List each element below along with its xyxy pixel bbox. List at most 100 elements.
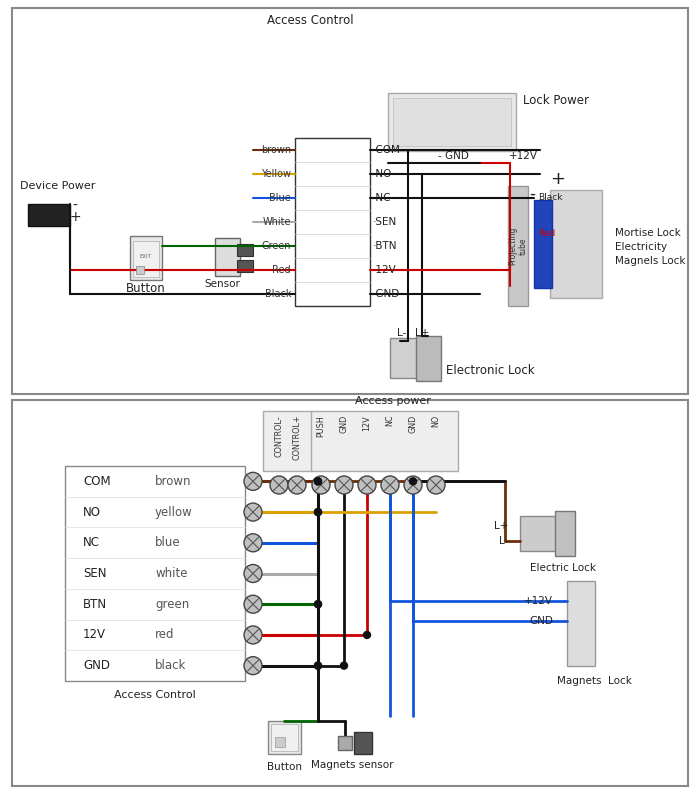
Text: GND: GND — [409, 415, 417, 433]
Bar — [295, 138, 370, 306]
Text: ·SEN: ·SEN — [373, 217, 398, 227]
Text: -: - — [73, 199, 78, 213]
Circle shape — [244, 595, 262, 613]
Bar — [555, 511, 575, 556]
Text: PUSH: PUSH — [316, 415, 326, 437]
Text: Black: Black — [265, 289, 291, 299]
Text: Mortise Lock: Mortise Lock — [615, 228, 680, 238]
Text: yellow: yellow — [155, 505, 192, 518]
Bar — [508, 186, 528, 306]
Circle shape — [314, 601, 321, 607]
Text: Red: Red — [272, 265, 291, 275]
Text: +12V: +12V — [508, 151, 538, 161]
Bar — [133, 241, 159, 277]
Circle shape — [314, 662, 321, 669]
Text: black: black — [155, 659, 186, 672]
Circle shape — [340, 662, 347, 669]
Text: red: red — [155, 628, 174, 642]
Circle shape — [381, 476, 399, 494]
Bar — [567, 581, 595, 666]
Text: ·GND: ·GND — [373, 289, 400, 299]
Circle shape — [404, 476, 422, 494]
Text: EXIT: EXIT — [140, 253, 152, 259]
Text: L+: L+ — [494, 521, 508, 531]
Text: Green: Green — [262, 241, 291, 251]
Text: green: green — [155, 598, 189, 611]
Text: L-: L- — [498, 536, 508, 546]
Bar — [130, 236, 162, 280]
Bar — [275, 737, 285, 747]
Bar — [65, 466, 245, 681]
Bar — [12, 400, 688, 786]
Text: Magnets sensor: Magnets sensor — [311, 760, 393, 770]
Text: COM: COM — [83, 475, 111, 488]
Text: Electricity: Electricity — [615, 242, 667, 252]
Circle shape — [314, 509, 321, 516]
Text: Blue: Blue — [270, 193, 291, 203]
Text: Yellow: Yellow — [261, 169, 291, 179]
Bar — [520, 516, 558, 551]
Bar — [237, 260, 253, 272]
Circle shape — [314, 478, 321, 485]
Text: blue: blue — [155, 537, 181, 549]
Circle shape — [244, 534, 262, 552]
Text: Access Control: Access Control — [114, 690, 196, 700]
Circle shape — [312, 476, 330, 494]
Text: ·12V: ·12V — [373, 265, 397, 275]
Bar — [237, 244, 253, 256]
Bar — [263, 411, 458, 471]
Text: -: - — [529, 185, 535, 203]
Bar — [268, 721, 301, 754]
Text: BTN: BTN — [83, 598, 107, 611]
Text: +: + — [550, 170, 566, 188]
Circle shape — [314, 478, 321, 485]
Circle shape — [314, 509, 321, 516]
Text: Black: Black — [538, 193, 563, 202]
Text: GND: GND — [340, 415, 349, 433]
Circle shape — [427, 476, 445, 494]
Circle shape — [270, 476, 288, 494]
Text: Device Power: Device Power — [20, 181, 96, 191]
Text: 12V: 12V — [363, 415, 372, 431]
Bar — [390, 338, 432, 378]
Bar — [416, 336, 441, 381]
Circle shape — [244, 564, 262, 583]
Text: - GND: - GND — [438, 151, 468, 161]
Circle shape — [244, 472, 262, 490]
Circle shape — [244, 626, 262, 644]
Text: CONTROL-: CONTROL- — [274, 415, 284, 457]
Circle shape — [314, 601, 321, 607]
Circle shape — [410, 478, 416, 485]
Text: ·NC: ·NC — [373, 193, 391, 203]
Circle shape — [244, 657, 262, 675]
Circle shape — [358, 476, 376, 494]
Text: ·COM: ·COM — [373, 145, 401, 155]
Text: Magnels Lock: Magnels Lock — [615, 256, 685, 266]
Text: NC: NC — [83, 537, 100, 549]
Text: White: White — [262, 217, 291, 227]
Text: Electric Lock: Electric Lock — [530, 563, 596, 573]
Text: Button: Button — [126, 282, 166, 295]
Text: SEN: SEN — [83, 567, 106, 580]
Bar — [354, 732, 372, 754]
Text: NO: NO — [83, 505, 101, 518]
Circle shape — [363, 631, 370, 638]
Bar — [136, 266, 144, 274]
Circle shape — [335, 476, 353, 494]
Text: ·BTN: ·BTN — [373, 241, 398, 251]
Text: brown: brown — [261, 145, 291, 155]
Text: 12V: 12V — [83, 628, 106, 642]
Bar — [215, 238, 240, 276]
Text: Access Control: Access Control — [267, 14, 354, 28]
Bar — [550, 190, 602, 298]
Bar — [338, 736, 352, 750]
Text: Sensor: Sensor — [204, 279, 240, 289]
Circle shape — [314, 662, 321, 669]
Bar — [28, 204, 70, 226]
Text: NC: NC — [386, 415, 395, 427]
Text: GND: GND — [529, 616, 553, 626]
Text: Button: Button — [267, 762, 302, 772]
Text: Lock Power: Lock Power — [523, 95, 589, 107]
Bar — [393, 98, 511, 146]
Text: Electronic Lock: Electronic Lock — [446, 365, 534, 377]
